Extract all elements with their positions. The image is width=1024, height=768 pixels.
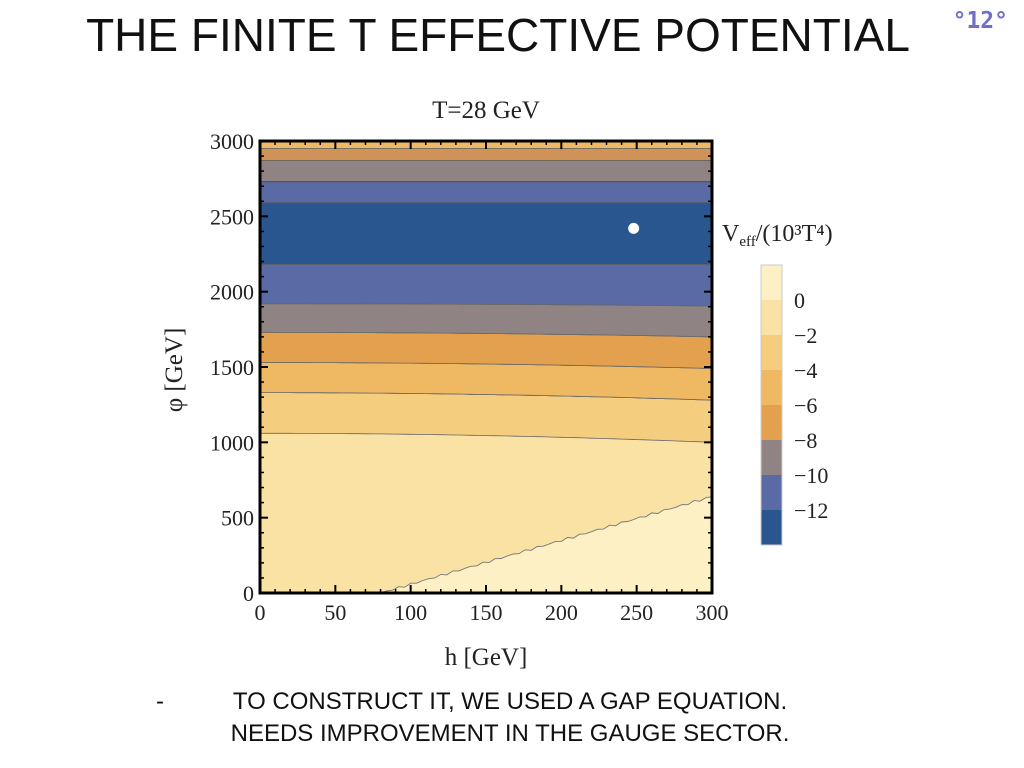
y-axis-label: φ [GeV]: [161, 328, 188, 413]
colorbar-label: Veff/(10³T⁴): [722, 221, 833, 250]
colorbar-label-prefix: V: [722, 221, 740, 247]
x-tick-label: 0: [255, 600, 266, 625]
colorbar-tick-label: −4: [794, 358, 817, 383]
bullet-dash: -: [156, 688, 164, 715]
contour-band-minus9-to-minus11: [260, 202, 712, 265]
contour-band-minus5-to-minus7: [260, 303, 712, 338]
colorbar-label-suffix: /(10³T⁴): [756, 221, 833, 247]
colorbar-tick-label: −10: [794, 463, 828, 488]
colorbar: 0 −2 −4 −6 −8 −10 −12: [760, 264, 828, 546]
bullet-note: - TO CONSTRUCT IT, WE USED A GAP EQUATIO…: [150, 686, 870, 750]
y-tick-label: 2000: [210, 280, 254, 305]
bullet-line-1: TO CONSTRUCT IT, WE USED A GAP EQUATION.: [232, 688, 788, 715]
colorbar-tick-label: 0: [794, 288, 805, 313]
x-axis-label: h [GeV]: [445, 644, 528, 671]
y-tick-label: 500: [221, 506, 254, 531]
colorbar-swatch: [761, 440, 782, 476]
contour-band-top-minus11-to-minus13: [260, 148, 712, 161]
contour-region-positive: [377, 496, 712, 593]
y-tick-label: 3000: [210, 129, 254, 154]
x-tick-label: 100: [394, 600, 427, 625]
x-tick-label: 150: [470, 600, 503, 625]
colorbar-swatch: [761, 335, 782, 371]
chart-title: T=28 GeV: [432, 97, 540, 124]
colorbar-tick-label: −6: [794, 393, 817, 418]
colorbar-label-sub: eff: [739, 234, 755, 250]
colorbar-swatch: [761, 405, 782, 441]
colorbar-swatch: [761, 265, 782, 301]
vacuum-minimum-point: [628, 222, 640, 234]
page-number: °12°: [952, 8, 1008, 34]
y-tick-label: 2500: [210, 204, 254, 229]
colorbar-tick-label: −8: [794, 428, 817, 453]
bullet-line-2: NEEDS IMPROVEMENT IN THE GAUGE SECTOR.: [230, 720, 790, 747]
x-axis-ticks: 0 50 100 150 200 250 300: [255, 141, 729, 625]
colorbar-tick-label: −2: [794, 323, 817, 348]
y-tick-label: 1000: [210, 430, 254, 455]
x-tick-label: 300: [696, 600, 729, 625]
x-tick-label: 50: [324, 600, 346, 625]
contour-band-below-minus13: [260, 160, 712, 183]
x-tick-label: 250: [620, 600, 653, 625]
y-tick-label: 1500: [210, 355, 254, 380]
colorbar-swatch: [761, 300, 782, 336]
colorbar-swatch: [761, 510, 782, 546]
contour-band-minus11-to-minus13: [260, 181, 712, 204]
colorbar-tick-label: −12: [794, 498, 828, 523]
colorbar-frame: [760, 264, 783, 546]
colorbar-swatch: [761, 370, 782, 406]
x-tick-label: 200: [545, 600, 578, 625]
y-axis-ticks: 0 500 1000 1500 2000 2500 3000: [210, 129, 712, 606]
y-tick-label: 0: [243, 581, 254, 606]
colorbar-swatch: [761, 475, 782, 511]
slide-title: THE FINITE T EFFECTIVE POTENTIAL: [86, 9, 910, 61]
contour-band-minus7-to-minus9: [260, 264, 712, 307]
contour-plot-area: [260, 141, 712, 593]
